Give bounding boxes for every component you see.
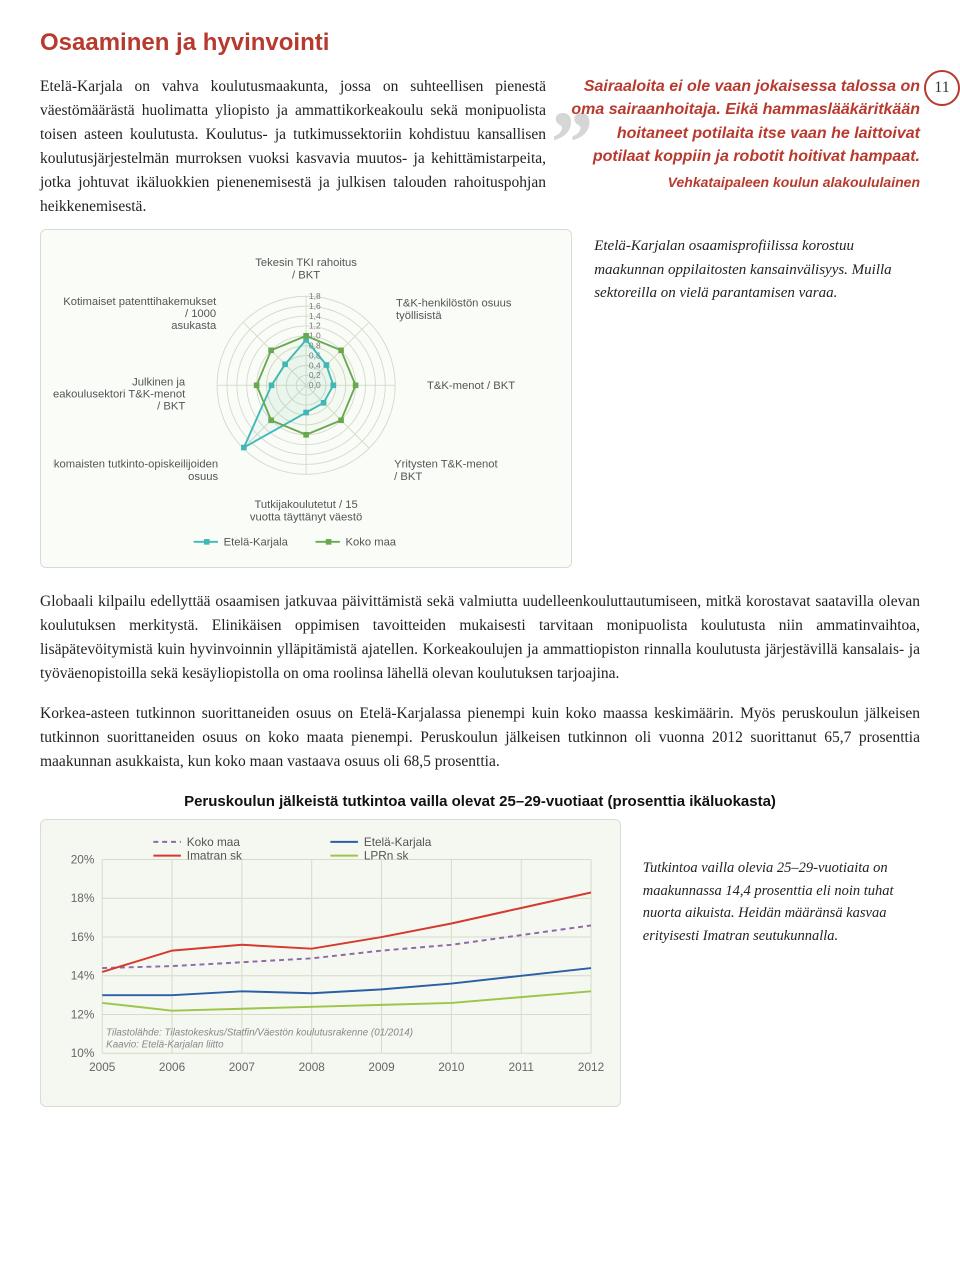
quote-attribution: Vehkataipaleen koulun alakoululainen	[568, 172, 920, 194]
svg-text:Ulkomaisten tutkinto-opiskeili: Ulkomaisten tutkinto-opiskeilijoiden	[53, 459, 218, 471]
quote-column: ” Sairaaloita ei ole vaan jokaisessa tal…	[568, 75, 920, 219]
intro-row: Etelä-Karjala on vahva koulutusmaakunta,…	[40, 75, 920, 219]
svg-text:asukasta: asukasta	[171, 320, 217, 332]
pullquote: ” Sairaaloita ei ole vaan jokaisessa tal…	[568, 75, 920, 168]
svg-text:Koko maa: Koko maa	[187, 835, 241, 849]
svg-text:Imatran sk: Imatran sk	[187, 849, 242, 863]
svg-text:14%: 14%	[71, 969, 95, 983]
svg-text:Yritysten T&K-menot: Yritysten T&K-menot	[394, 459, 498, 471]
svg-text:Tutkijakoulutetut / 15: Tutkijakoulutetut / 15	[254, 499, 357, 511]
svg-text:2012: 2012	[578, 1060, 604, 1074]
linechart-caption: Tutkintoa vailla olevia 25–29-vuotiaita …	[643, 819, 920, 947]
svg-text:Etelä-Karjala: Etelä-Karjala	[224, 537, 289, 549]
body-paragraph-2: Korkea-asteen tutkinnon suorittaneiden o…	[40, 702, 920, 774]
svg-text:korkeakoulusektori T&K-menot: korkeakoulusektori T&K-menot	[53, 389, 186, 401]
svg-text:Kaavio: Etelä-Karjalan liitto: Kaavio: Etelä-Karjalan liitto	[106, 1040, 224, 1051]
svg-text:/ BKT: / BKT	[292, 270, 320, 282]
svg-text:T&K-henkilöstön osuus: T&K-henkilöstön osuus	[396, 298, 512, 310]
svg-text:2006: 2006	[159, 1060, 186, 1074]
radar-chart-box: Tekesin TKI rahoitus/ BKTT&K-henkilöstön…	[40, 229, 572, 568]
svg-text:1,4: 1,4	[309, 311, 321, 321]
svg-text:20%: 20%	[71, 853, 95, 867]
svg-text:Kotimaiset patenttihakemukset: Kotimaiset patenttihakemukset	[63, 296, 217, 308]
svg-text:Tilastolähde: Tilastokeskus/St: Tilastolähde: Tilastokeskus/Statfin/Väes…	[106, 1028, 413, 1039]
pullquote-text: Sairaaloita ei ole vaan jokaisessa talos…	[571, 78, 920, 165]
body-paragraph-1: Globaali kilpailu edellyttää osaamisen j…	[40, 590, 920, 686]
quote-mark-icon: ”	[546, 121, 591, 166]
svg-text:12%: 12%	[71, 1008, 95, 1022]
svg-text:/ BKT: / BKT	[394, 471, 422, 483]
svg-text:2011: 2011	[509, 1060, 534, 1074]
svg-text:2005: 2005	[89, 1060, 116, 1074]
svg-text:/ 1000: / 1000	[185, 308, 216, 320]
svg-text:/ BKT: / BKT	[157, 401, 185, 413]
svg-text:1,6: 1,6	[309, 301, 321, 311]
linechart-box: 10% 12% 14% 16% 18% 20% 2005 2006 2007 2008 2009 20…	[40, 819, 621, 1107]
svg-text:osuus: osuus	[188, 471, 218, 483]
svg-text:10%: 10%	[71, 1047, 95, 1061]
radar-caption: Etelä-Karjalan osaamisprofiilissa korost…	[594, 229, 920, 568]
page-number-badge: 11	[924, 70, 960, 106]
svg-text:Koko maa: Koko maa	[345, 537, 396, 549]
intro-paragraph: Etelä-Karjala on vahva koulutusmaakunta,…	[40, 75, 546, 219]
svg-text:16%: 16%	[71, 930, 95, 944]
svg-text:Julkinen ja: Julkinen ja	[132, 377, 186, 389]
svg-text:1,8: 1,8	[309, 291, 321, 301]
linechart: 10% 12% 14% 16% 18% 20% 2005 2006 2007 2008 2009 20…	[55, 832, 606, 1098]
radar-chart: Tekesin TKI rahoitus/ BKTT&K-henkilöstön…	[53, 240, 559, 559]
svg-text:Tekesin TKI rahoitus: Tekesin TKI rahoitus	[255, 258, 357, 270]
linechart-row: 10% 12% 14% 16% 18% 20% 2005 2006 2007 2008 2009 20…	[40, 819, 920, 1107]
svg-text:Etelä-Karjala: Etelä-Karjala	[364, 835, 432, 849]
svg-text:2007: 2007	[229, 1060, 255, 1074]
svg-text:2008: 2008	[299, 1060, 326, 1074]
linechart-heading: Peruskoulun jälkeistä tutkintoa vailla o…	[40, 790, 920, 813]
radar-row: Tekesin TKI rahoitus/ BKTT&K-henkilöstön…	[40, 229, 920, 568]
svg-text:2009: 2009	[368, 1060, 394, 1074]
svg-text:1,2: 1,2	[309, 321, 321, 331]
page-title: Osaaminen ja hyvinvointi	[40, 24, 920, 61]
svg-text:vuotta täyttänyt väestö: vuotta täyttänyt väestö	[250, 512, 362, 524]
svg-text:T&K-menot / BKT: T&K-menot / BKT	[427, 380, 515, 392]
svg-text:LPRn sk: LPRn sk	[364, 849, 409, 863]
svg-text:18%: 18%	[71, 892, 95, 906]
svg-text:työllisistä: työllisistä	[396, 310, 442, 322]
svg-text:2010: 2010	[438, 1060, 465, 1074]
